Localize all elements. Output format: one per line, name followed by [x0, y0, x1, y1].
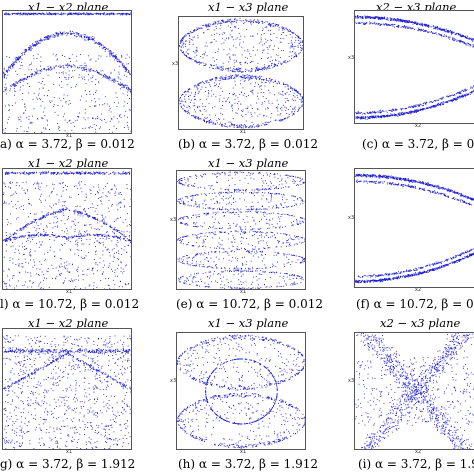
scatter-plot-b	[178, 16, 304, 130]
y-axis-label-e: x3	[170, 217, 177, 224]
panel-title-i: x2 − x3 plane	[380, 316, 461, 330]
scatter-points-c	[355, 15, 474, 120]
scatter-plot-c	[354, 10, 474, 124]
x-axis-label-e: x1	[240, 289, 247, 295]
panel-title-e: x1 − x3 plane	[208, 156, 289, 170]
scatter-plot-d	[2, 168, 132, 290]
panel-caption-i: (i) α = 3.72, β = 1.9	[358, 457, 474, 471]
scatter-plot-a	[2, 10, 132, 134]
scatter-points-d	[3, 170, 131, 289]
scatter-plot-g	[2, 328, 132, 450]
scatter-points-i	[355, 333, 474, 449]
scatter-points-b	[179, 18, 303, 129]
panel-caption-g: g) α = 3.72, β = 1.912	[0, 457, 136, 471]
scatter-points-e	[177, 171, 305, 289]
x-axis-label-a: x1	[66, 133, 73, 139]
panel-caption-e: (e) α = 10.72, β = 0.012	[176, 297, 324, 311]
panel-caption-d: l) α = 10.72, β = 0.012	[0, 297, 140, 311]
scatter-plot-e	[176, 170, 306, 290]
panel-caption-h: (h) α = 3.72, β = 1.912	[178, 457, 319, 471]
panel-caption-f: (f) α = 10.72, β = 0.0	[356, 297, 474, 311]
y-axis-label-c: x3	[348, 54, 355, 61]
panel-caption-b: (b) α = 3.72, β = 0.012	[178, 137, 318, 151]
x-axis-label-g: x1	[66, 449, 73, 455]
scatter-points-h	[177, 334, 305, 449]
scatter-points-g	[3, 335, 131, 449]
panel-title-d: x1 − x2 plane	[28, 156, 109, 170]
scatter-points-f	[355, 173, 474, 284]
panel-title-g: x1 − x2 plane	[28, 316, 109, 330]
scatter-points-a	[3, 12, 131, 133]
scatter-plot-f	[354, 168, 474, 288]
x-axis-label-f: x2	[415, 287, 422, 293]
scatter-plot-i	[354, 332, 474, 450]
panel-caption-a: a) α = 3.72, β = 0.012	[0, 137, 135, 151]
x-axis-label-i: x2	[415, 449, 422, 455]
panel-title-h: x1 − x3 plane	[208, 316, 289, 330]
scatter-plot-h	[176, 332, 306, 450]
panel-caption-c: (c) α = 3.72, β = 0.0	[362, 137, 474, 151]
y-axis-label-b: x3	[172, 60, 179, 67]
x-axis-label-c: x2	[415, 123, 422, 129]
x-axis-label-b: x1	[240, 129, 247, 135]
x-axis-label-d: x1	[66, 289, 73, 295]
panel-title-b: x1 − x3 plane	[208, 0, 289, 14]
y-axis-label-f: x3	[348, 215, 355, 222]
y-axis-label-i: x3	[348, 378, 355, 385]
x-axis-label-h: x1	[240, 449, 247, 455]
y-axis-label-h: x3	[170, 378, 177, 385]
